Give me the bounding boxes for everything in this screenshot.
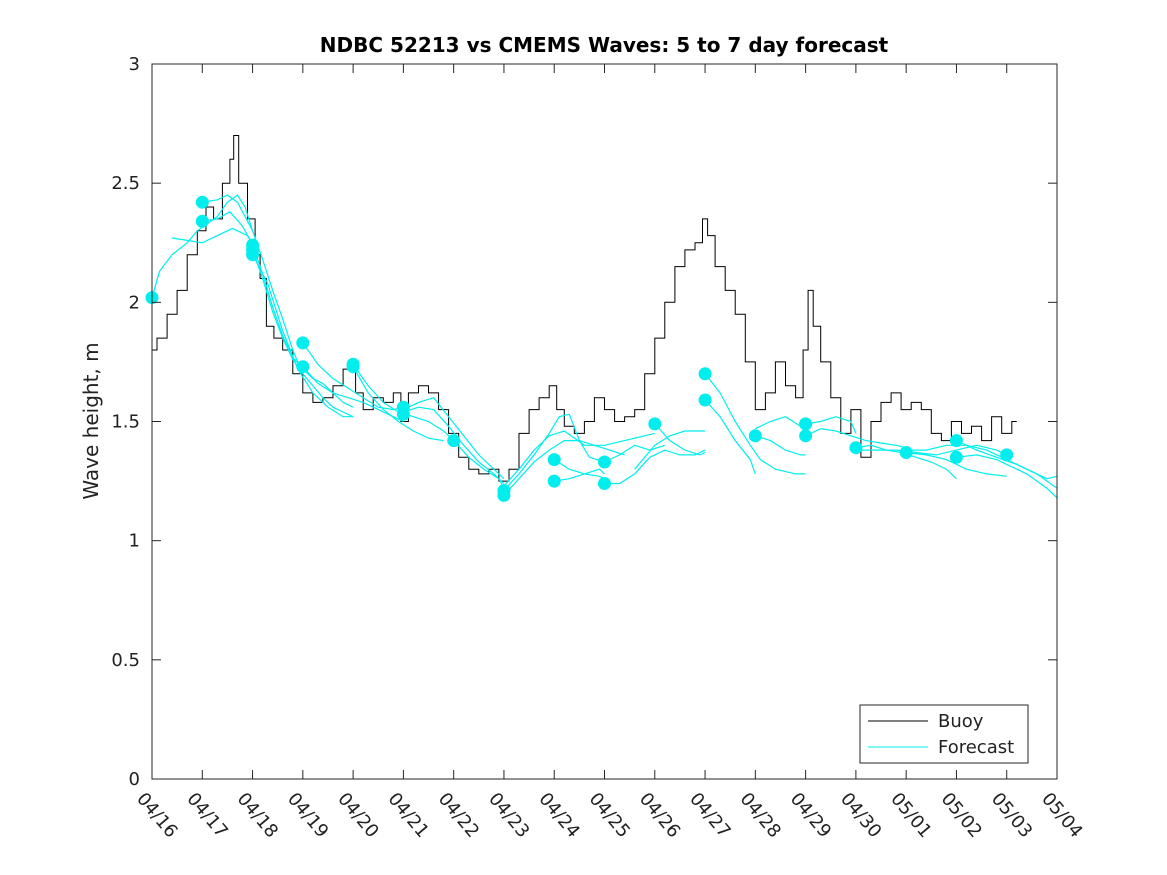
forecast-marker [648, 417, 662, 431]
x-tick-label: 04/18 [233, 789, 282, 842]
legend-buoy-label: Buoy [938, 711, 984, 732]
x-tick-label: 05/03 [987, 789, 1036, 842]
forecast-marker [396, 407, 410, 421]
x-tick-label: 04/16 [132, 789, 181, 842]
forecast-line [755, 435, 806, 456]
forecast-marker [547, 453, 561, 467]
forecast-marker [598, 477, 611, 490]
forecast-marker [346, 360, 360, 374]
forecast-line [503, 413, 605, 492]
forecast-line [956, 454, 1058, 499]
buoy-series [152, 135, 1017, 482]
forecast-marker [296, 360, 310, 374]
forecast-marker [899, 446, 913, 459]
y-tick-label: 2 [129, 292, 140, 313]
forecast-marker [598, 455, 611, 469]
forecast-marker [195, 214, 209, 228]
forecast-line [654, 423, 706, 456]
x-tick-label: 04/20 [333, 789, 382, 842]
x-tick-label: 04/19 [283, 789, 332, 842]
y-axis-label: Wave height, m [79, 342, 103, 499]
forecast-marker [698, 393, 712, 407]
chart-title: NDBC 52213 vs CMEMS Waves: 5 to 7 day fo… [320, 33, 889, 57]
forecast-marker [497, 488, 511, 502]
forecast-line [906, 451, 1007, 477]
x-tick-label: 05/01 [886, 789, 935, 842]
forecast-marker [949, 450, 963, 464]
forecast-marker [1000, 448, 1014, 462]
x-tick-label: 04/30 [836, 789, 885, 842]
forecast-line [252, 254, 354, 418]
buoy-line [152, 135, 1017, 482]
y-tick-label: 1.5 [111, 412, 140, 433]
forecast-line [805, 428, 907, 449]
x-tick-label: 04/22 [434, 789, 483, 842]
x-tick-label: 04/29 [786, 789, 835, 842]
forecast-marker [949, 434, 963, 448]
x-tick-label: 04/26 [635, 789, 684, 842]
y-tick-label: 2.5 [111, 173, 140, 194]
y-tick-label: 3 [129, 54, 140, 75]
x-tick-label: 05/02 [937, 789, 986, 842]
forecast-line [503, 440, 625, 496]
forecast-marker [799, 429, 813, 443]
forecast-line [704, 399, 756, 475]
x-tick-label: 04/21 [384, 789, 433, 842]
x-tick-label: 05/04 [1037, 789, 1086, 842]
y-axis: 0 0.5 1 1.5 2 2.5 3 [111, 54, 1057, 790]
forecast-line [855, 444, 1007, 456]
y-tick-label: 0.5 [111, 650, 140, 671]
forecast-marker [447, 434, 461, 448]
x-tick-label: 04/23 [484, 789, 533, 842]
forecast-line [352, 366, 444, 442]
x-tick-label: 04/27 [685, 789, 734, 842]
x-tick-label: 04/17 [182, 789, 231, 842]
forecast-marker [246, 248, 260, 262]
forecast-marker [799, 417, 813, 431]
forecast-marker [547, 474, 561, 488]
y-tick-label: 1 [129, 531, 140, 552]
forecast-line [252, 249, 354, 418]
legend: Buoy Forecast [859, 704, 1029, 764]
forecast-line [453, 440, 505, 489]
forecast-line [604, 449, 706, 485]
forecast-line [634, 430, 706, 470]
y-tick-label: 0 [129, 769, 140, 790]
forecast-line [403, 397, 505, 480]
forecast-line [805, 416, 857, 434]
x-tick-label: 04/24 [534, 789, 583, 842]
x-tick-label: 04/28 [736, 789, 785, 842]
legend-box [859, 704, 1029, 764]
forecast-marker [849, 441, 863, 455]
plot-area [152, 64, 1057, 779]
forecast-markers [145, 195, 1014, 502]
forecast-line [554, 468, 605, 482]
forecast-marker [748, 429, 762, 443]
forecast-marker [296, 336, 310, 350]
x-tick-label: 04/25 [585, 789, 634, 842]
forecast-marker [698, 367, 712, 381]
forecast-line [302, 342, 404, 411]
forecast-line [604, 444, 665, 463]
legend-forecast-label: Forecast [938, 737, 1014, 758]
forecast-marker [195, 195, 209, 209]
forecast-line [704, 373, 806, 475]
forecast-line [503, 430, 655, 487]
forecast-line [202, 211, 254, 246]
